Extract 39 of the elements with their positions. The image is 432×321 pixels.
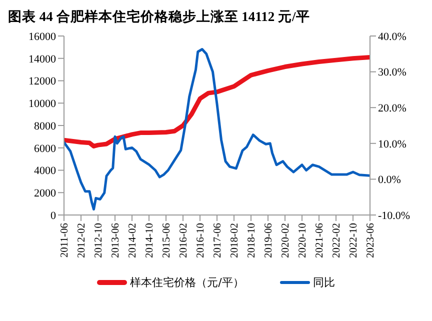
x-tick-label: 2018-10 — [246, 223, 258, 258]
x-tick-label: 2020-10 — [297, 223, 308, 258]
x-tick-label: 2022-02 — [331, 223, 342, 258]
y-tick-label: 10000 — [28, 98, 56, 110]
legend-label: 同比 — [312, 275, 335, 290]
x-tick-label: 2018-02 — [229, 223, 240, 258]
y-tick-label: 14000 — [28, 53, 56, 66]
x-tick-label: 2015-06 — [161, 223, 172, 258]
y-tick-label: 8000 — [34, 120, 56, 132]
y2-tick-label: 10.0% — [378, 138, 406, 150]
y-tick-label: 4000 — [34, 165, 56, 178]
x-tick-label: 2011-06 — [59, 223, 70, 258]
x-tick-label: 2019-06 — [263, 223, 274, 258]
x-tick-label: 2016-02 — [178, 223, 190, 258]
x-tick-label: 2013-06 — [110, 223, 122, 258]
x-tick-label: 2014-02 — [127, 223, 138, 258]
x-tick-label: 2012-02 — [76, 223, 88, 258]
y2-tick-label: 20.0% — [378, 102, 406, 115]
y2-tick-label: 40.0% — [378, 30, 406, 43]
x-tick-label: 2023-06 — [365, 223, 376, 258]
x-tick-label: 2021-06 — [314, 223, 326, 258]
y-tick-label: 2000 — [34, 188, 56, 200]
y-tick-label: 6000 — [34, 142, 56, 155]
x-tick-label: 2022-10 — [348, 223, 360, 258]
y-tick-label: 16000 — [28, 30, 56, 43]
y-tick-label: 0 — [50, 210, 56, 222]
line-series — [64, 48, 370, 211]
line-series — [64, 55, 370, 148]
y2-tick-label: 30.0% — [378, 66, 406, 79]
x-tick-label: 2014-10 — [144, 223, 156, 258]
legend-label: 样本住宅价格（元/平） — [130, 275, 244, 290]
x-tick-label: 2016-10 — [195, 223, 206, 258]
chart-title: 图表 44 合肥样本住宅价格稳步上涨至 14112 元/平 — [8, 8, 311, 26]
x-tick-label: 2020-02 — [280, 223, 292, 258]
x-tick-label: 2012-10 — [93, 223, 104, 258]
y-tick-label: 12000 — [28, 76, 56, 88]
y2-tick-label: 0.0% — [378, 174, 401, 186]
y2-tick-label: -10.0% — [378, 210, 410, 222]
x-tick-label: 2017-06 — [212, 223, 224, 258]
